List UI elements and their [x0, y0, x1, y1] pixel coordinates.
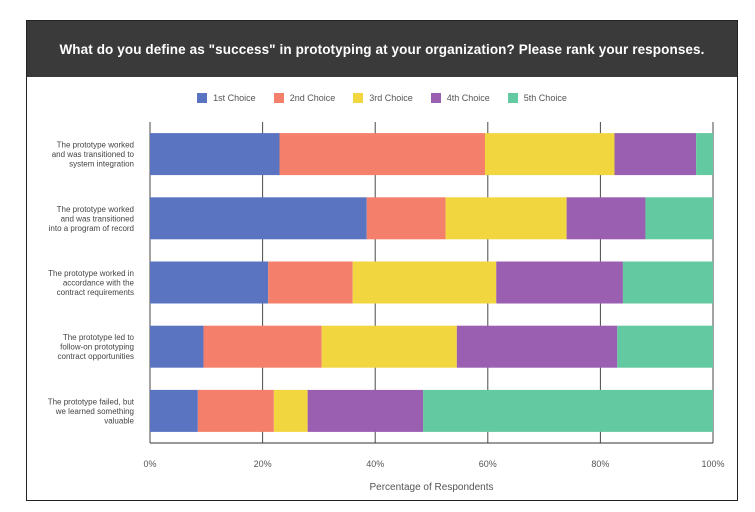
legend-item: 3rd Choice: [353, 93, 413, 103]
bar-segment: [366, 197, 446, 240]
x-tick-label: 0%: [143, 459, 156, 469]
category-label: The prototype worked: [57, 205, 134, 214]
bar-segment: [150, 389, 198, 432]
x-tick-label: 40%: [366, 459, 384, 469]
bar-segment: [150, 325, 204, 368]
bar-segment: [273, 389, 308, 432]
legend-swatch: [273, 93, 284, 103]
category-label: The prototype led to: [63, 333, 135, 342]
chart-title: What do you define as "success" in proto…: [59, 41, 705, 57]
bar-segment: [279, 133, 485, 176]
legend-label: 3rd Choice: [369, 93, 413, 103]
legend-label: 2nd Choice: [289, 93, 336, 103]
bar-segment: [456, 325, 618, 368]
legend: 1st Choice 2nd Choice 3rd Choice 4th Choice…: [27, 93, 737, 103]
category-label: system integration: [69, 160, 134, 169]
legend-item: 4th Choice: [430, 93, 490, 103]
bar-segment: [614, 133, 697, 176]
category-label: contract opportunities: [58, 352, 135, 361]
title-bar: What do you define as "success" in proto…: [27, 21, 737, 77]
category-label: follow-on prototyping: [60, 343, 134, 352]
legend-swatch: [430, 93, 441, 103]
legend-label: 4th Choice: [446, 93, 490, 103]
legend-item: 2nd Choice: [273, 93, 336, 103]
legend-item: 5th Choice: [507, 93, 567, 103]
bar-segment: [197, 389, 274, 432]
category-label: and was transitioned: [61, 214, 134, 223]
x-tick-label: 20%: [254, 459, 272, 469]
bar-segment: [307, 389, 424, 432]
bar-segment: [496, 261, 623, 304]
category-label: contract requirements: [57, 288, 134, 297]
legend-label: 5th Choice: [523, 93, 567, 103]
category-label: and was transitioned to: [52, 150, 135, 159]
legend-label: 1st Choice: [213, 93, 256, 103]
bar-segment: [203, 325, 322, 368]
bar-segment: [645, 197, 713, 240]
legend-item: 1st Choice: [197, 93, 256, 103]
bar-segment: [150, 133, 280, 176]
legend-swatch: [353, 93, 364, 103]
bar-segment: [566, 197, 646, 240]
x-axis-title: Percentage of Respondents: [370, 482, 494, 493]
legend-swatch: [507, 93, 518, 103]
bar-segment: [484, 133, 615, 176]
category-label: The prototype worked in: [48, 269, 134, 278]
x-tick-label: 80%: [591, 459, 609, 469]
category-label: The prototype failed, but: [48, 397, 135, 406]
category-label: The prototype worked: [57, 141, 134, 150]
x-tick-label: 60%: [479, 459, 497, 469]
bar-segment: [321, 325, 457, 368]
category-label: valuable: [104, 416, 134, 425]
bar-segment: [423, 389, 713, 432]
bar-segment: [617, 325, 713, 368]
bar-segment: [268, 261, 353, 304]
bar-segment: [696, 133, 713, 176]
bar-segment: [622, 261, 713, 304]
bar-segment: [352, 261, 497, 304]
bar-segment: [150, 197, 367, 240]
category-label: into a program of record: [49, 224, 134, 233]
category-label: we learned something: [55, 407, 134, 416]
legend-swatch: [197, 93, 208, 103]
bar-segment: [445, 197, 567, 240]
x-tick-label: 100%: [701, 459, 724, 469]
category-label: accordance with the: [63, 279, 135, 288]
bar-segment: [150, 261, 269, 304]
